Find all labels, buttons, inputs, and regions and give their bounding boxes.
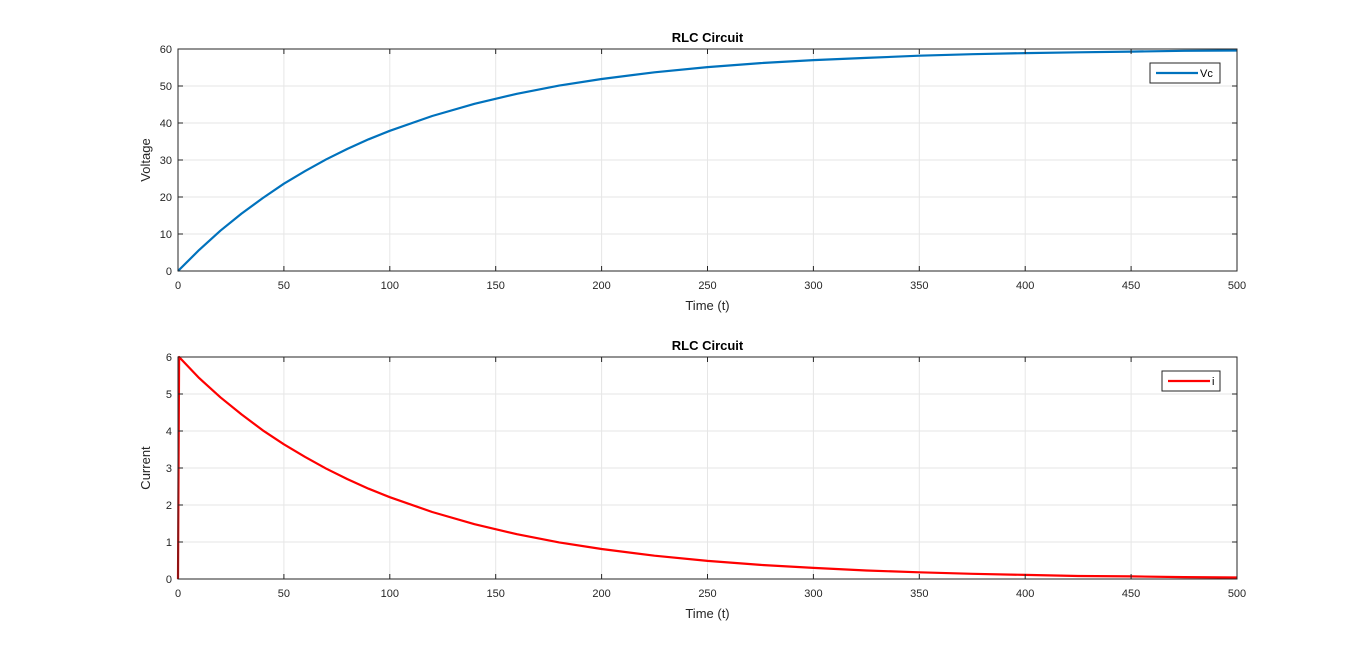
y-tick-label: 10	[160, 229, 172, 241]
y-tick-label: 30	[160, 155, 172, 167]
y-axis-label: Voltage	[138, 138, 153, 181]
x-tick-label: 500	[1228, 588, 1246, 600]
y-tick-label: 3	[166, 463, 172, 475]
y-tick-label: 4	[166, 426, 172, 438]
y-tick-label: 0	[166, 574, 172, 586]
x-tick-label: 200	[592, 588, 610, 600]
y-tick-label: 20	[160, 192, 172, 204]
y-axis-label: Current	[138, 446, 153, 490]
x-tick-label: 400	[1016, 588, 1034, 600]
y-tick-label: 5	[166, 389, 172, 401]
x-tick-label: 400	[1016, 280, 1034, 292]
y-tick-label: 60	[160, 44, 172, 56]
x-tick-label: 250	[698, 280, 716, 292]
x-tick-label: 0	[175, 280, 181, 292]
x-tick-label: 150	[487, 588, 505, 600]
y-tick-label: 40	[160, 118, 172, 130]
legend-label: i	[1212, 376, 1214, 388]
x-axis-label: Time (t)	[685, 298, 729, 313]
x-tick-label: 300	[804, 280, 822, 292]
series-line-vc	[177, 49, 1238, 272]
x-tick-label: 350	[910, 280, 928, 292]
x-tick-label: 0	[175, 588, 181, 600]
y-tick-label: 0	[166, 266, 172, 278]
y-tick-label: 1	[166, 537, 172, 549]
x-axis-label: Time (t)	[685, 606, 729, 621]
x-tick-label: 450	[1122, 280, 1140, 292]
x-tick-label: 250	[698, 588, 716, 600]
legend-label: Vc	[1200, 68, 1213, 80]
x-tick-label: 300	[804, 588, 822, 600]
x-tick-label: 100	[381, 280, 399, 292]
x-tick-label: 350	[910, 588, 928, 600]
x-tick-label: 500	[1228, 280, 1246, 292]
y-tick-label: 6	[166, 352, 172, 364]
x-tick-label: 50	[278, 588, 290, 600]
x-tick-label: 100	[381, 588, 399, 600]
x-tick-label: 450	[1122, 588, 1140, 600]
series-line-i	[176, 355, 1238, 580]
x-tick-label: 200	[592, 280, 610, 292]
x-tick-label: 50	[278, 280, 290, 292]
x-tick-label: 150	[487, 280, 505, 292]
y-tick-label: 2	[166, 500, 172, 512]
current-plot: 0 50 100 150 200 250 300 350 400 450 500 0 1 2 3 4 5 6 RLC…	[138, 338, 1246, 621]
voltage-plot: 0 50 100 150 200 250 300 350 400 450 500 0 10 20 30 40 5…	[138, 30, 1246, 313]
y-tick-label: 50	[160, 81, 172, 93]
chart-title: RLC Circuit	[672, 30, 744, 45]
chart-title: RLC Circuit	[672, 338, 744, 353]
